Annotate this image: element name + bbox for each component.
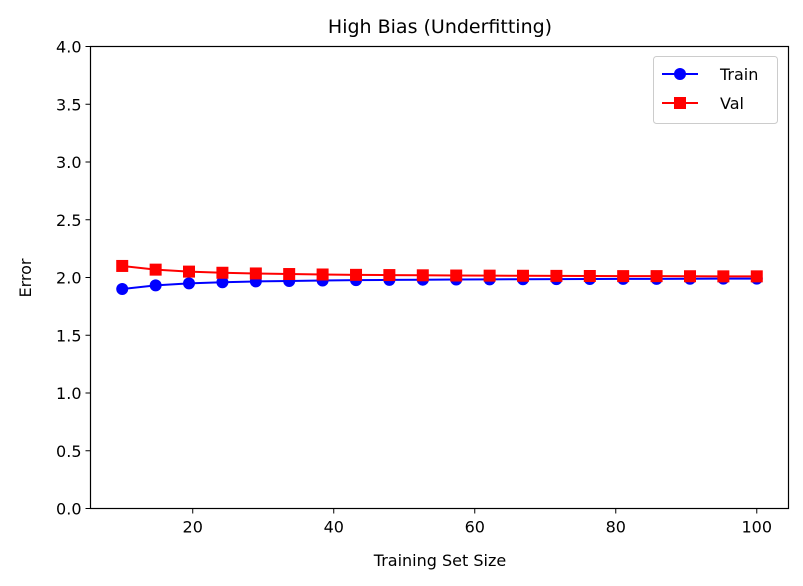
x-tick-label: 60 bbox=[465, 518, 485, 537]
val-point bbox=[583, 269, 596, 282]
y-tick-label: 3.0 bbox=[56, 153, 81, 172]
y-tick-label: 3.5 bbox=[56, 95, 81, 114]
legend-val-label: Val bbox=[720, 94, 744, 113]
x-tick-label: 20 bbox=[183, 518, 203, 537]
val-point bbox=[350, 268, 363, 281]
y-tick-label: 0.5 bbox=[56, 442, 81, 461]
val-point bbox=[249, 267, 262, 280]
y-tick-label: 1.5 bbox=[56, 326, 81, 345]
val-point bbox=[116, 259, 129, 272]
val-point bbox=[650, 270, 663, 283]
x-tick-label: 100 bbox=[741, 518, 772, 537]
val-point bbox=[483, 269, 496, 282]
val-point bbox=[516, 269, 529, 282]
y-tick-label: 0.0 bbox=[56, 500, 81, 519]
val-point bbox=[684, 270, 697, 283]
val-point bbox=[550, 269, 563, 282]
val-point bbox=[450, 269, 463, 282]
series-val bbox=[116, 259, 763, 283]
train-point bbox=[182, 277, 195, 290]
val-point bbox=[283, 268, 296, 281]
x-tick-label: 80 bbox=[606, 518, 626, 537]
chart-title: High Bias (Underfitting) bbox=[328, 16, 552, 38]
val-point bbox=[416, 269, 429, 282]
legend-train-label: Train bbox=[719, 65, 758, 84]
val-point bbox=[316, 268, 329, 281]
val-point bbox=[717, 270, 730, 283]
y-tick-label: 2.5 bbox=[56, 211, 81, 230]
val-point bbox=[750, 270, 763, 283]
train-point bbox=[149, 279, 162, 292]
val-point bbox=[216, 266, 229, 279]
plot-area-frame bbox=[89, 45, 790, 510]
y-axis-label: Error bbox=[16, 258, 35, 297]
y-tick-label: 1.0 bbox=[56, 384, 81, 403]
train-point bbox=[216, 276, 229, 289]
y-tick-label: 2.0 bbox=[56, 269, 81, 288]
val-point bbox=[617, 270, 630, 283]
x-axis-label: Training Set Size bbox=[373, 551, 506, 570]
val-point bbox=[383, 269, 396, 282]
val-point bbox=[149, 263, 162, 276]
legend: Train Val bbox=[653, 56, 778, 124]
legend-train-marker bbox=[674, 68, 686, 80]
x-tick-label: 40 bbox=[324, 518, 344, 537]
y-tick-label: 4.0 bbox=[56, 38, 81, 57]
train-point bbox=[116, 283, 129, 296]
legend-val-marker bbox=[674, 97, 686, 109]
val-point bbox=[182, 265, 195, 278]
